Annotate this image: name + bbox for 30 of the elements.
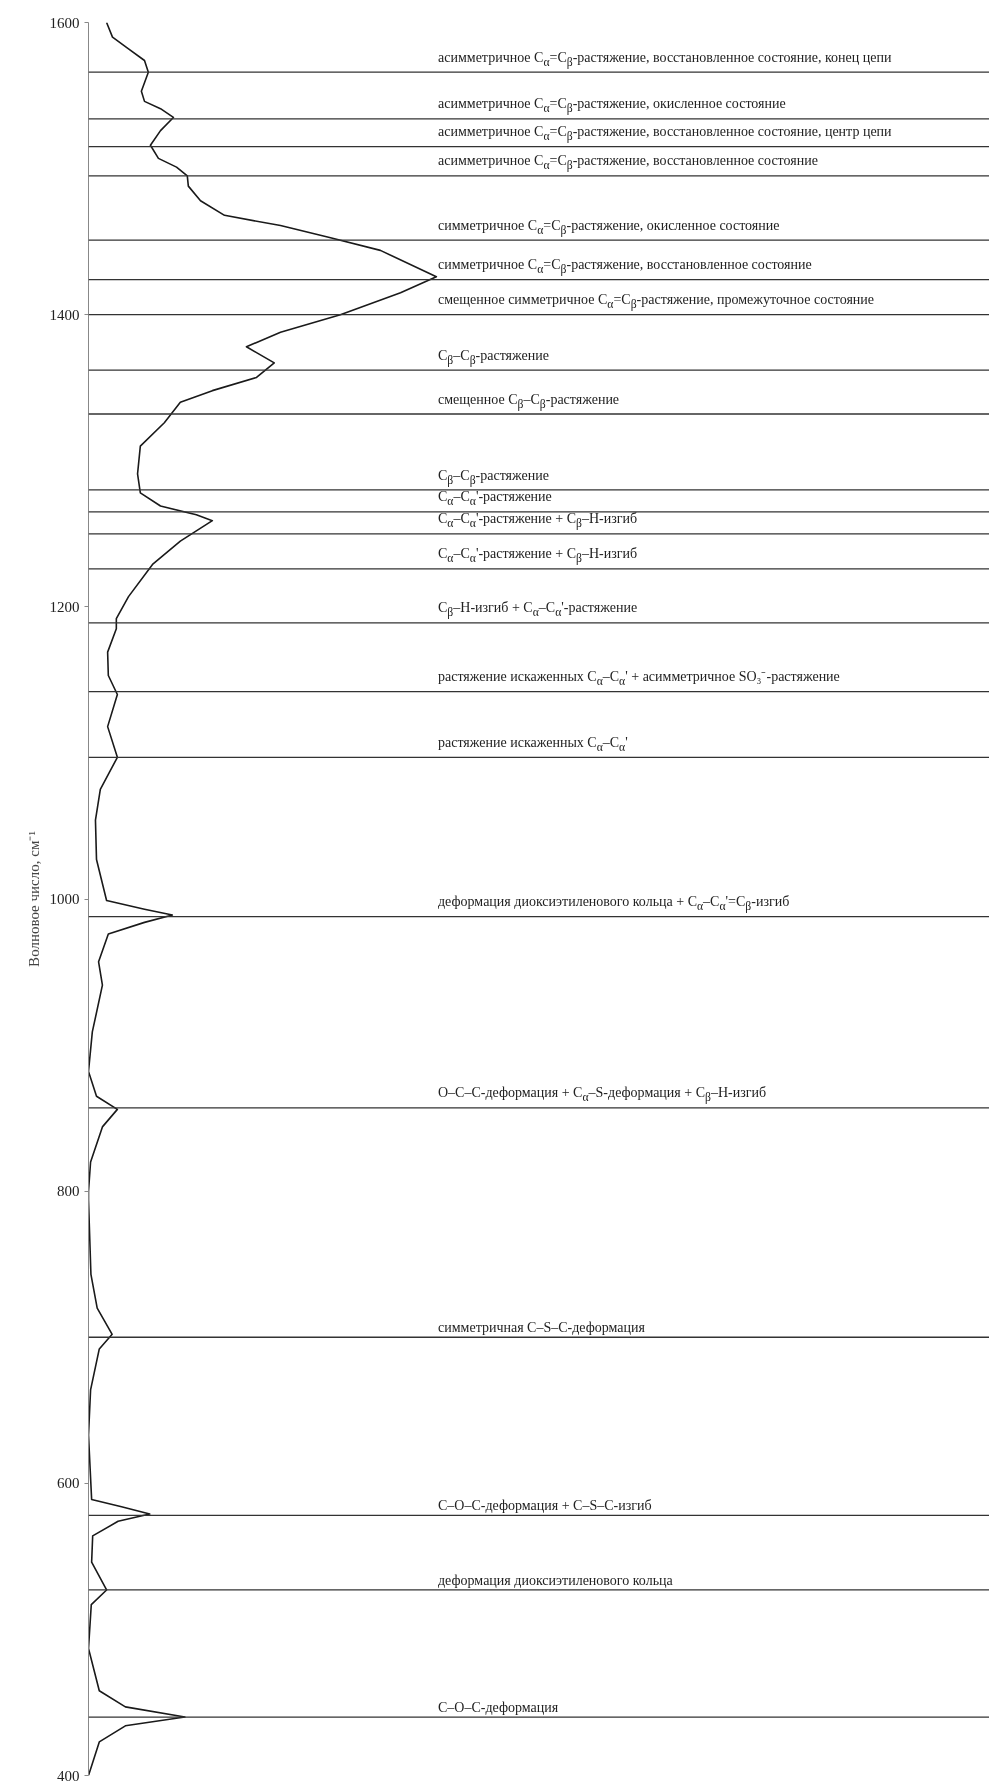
ref-line-label: C$_{β}$–H-изгиб + C$_{α}$–C$_{α}$'-растяжение [438,600,638,621]
y-tick-label: 400 [57,1767,80,1784]
ref-line-label: C–O–C-деформация [438,1699,559,1715]
y-tick-label: 1000 [49,891,80,907]
ref-line-label: C–O–C-деформация + C–S–C-изгиб [438,1497,652,1513]
ref-line-label: асимметричное C$_{α}$=C$_{β}$-растяжение, восстановленное состояние, центр цепи [438,124,892,145]
ref-line-label: растяжение искаженных C$_{α}$–C$_{α}$' + асимметричное SO₃⁻-растяжение [438,669,840,690]
ref-line-label: смещенное симметричное C$_{α}$=C$_{β}$-растяжение, промежуточное состояние [438,292,875,313]
ref-line-label: симметричная C–S–C-деформация [438,1319,645,1335]
ref-line-label: асимметричное C$_{α}$=C$_{β}$-растяжение, окисленное состояние [438,96,786,117]
y-tick-label: 800 [57,1183,80,1200]
y-tick-label: 1400 [49,306,80,323]
y-tick-label: 1600 [49,14,80,31]
y-tick-label: 1200 [49,598,80,615]
y-tick-label: 600 [57,1475,80,1492]
ref-line-label: асимметричное C$_{α}$=C$_{β}$-растяжение, восстановленное состояние [438,153,818,174]
ref-line-label: C$_{α}$–C$_{α}$'-растяжение + C$_{β}$–H-изгиб [438,511,638,532]
y-axis-title: Волновое число, см⁻¹ [25,831,42,967]
ref-line-label: смещенное C$_{β}$–C$_{β}$-растяжение [438,391,620,412]
ref-line-label: асимметричное C$_{α}$=C$_{β}$-растяжение, восстановленное состояние, конец цепи [438,50,892,70]
ref-line-label: деформация диоксиэтиленового кольца + C$_{α}$–C$_{α}$'=C$_{β}$-изгиб [438,894,790,914]
ref-line-label: деформация диоксиэтиленового кольца [438,1572,673,1588]
ref-line-label: симметричное C$_{α}$=C$_{β}$-растяжение, восстановленное состояние [438,257,812,278]
ref-line-label: C$_{α}$–C$_{α}$'-растяжение [438,489,552,510]
ref-line-label: C$_{β}$–C$_{β}$-растяжение [438,348,549,368]
ref-line-label: симметричное C$_{α}$=C$_{β}$-растяжение, окисленное состояние [438,218,780,238]
ref-line-label: O–C–C-деформация + C$_{α}$–S-деформация + C$_{β}$–H-изгиб [438,1085,767,1106]
ref-line-label: C$_{α}$–C$_{α}$'-растяжение + C$_{β}$–H-изгиб [438,546,638,567]
ref-line-label: растяжение искаженных C$_{α}$–C$_{α}$' [438,735,628,755]
ref-line-label: C$_{β}$–C$_{β}$-растяжение [438,467,549,488]
